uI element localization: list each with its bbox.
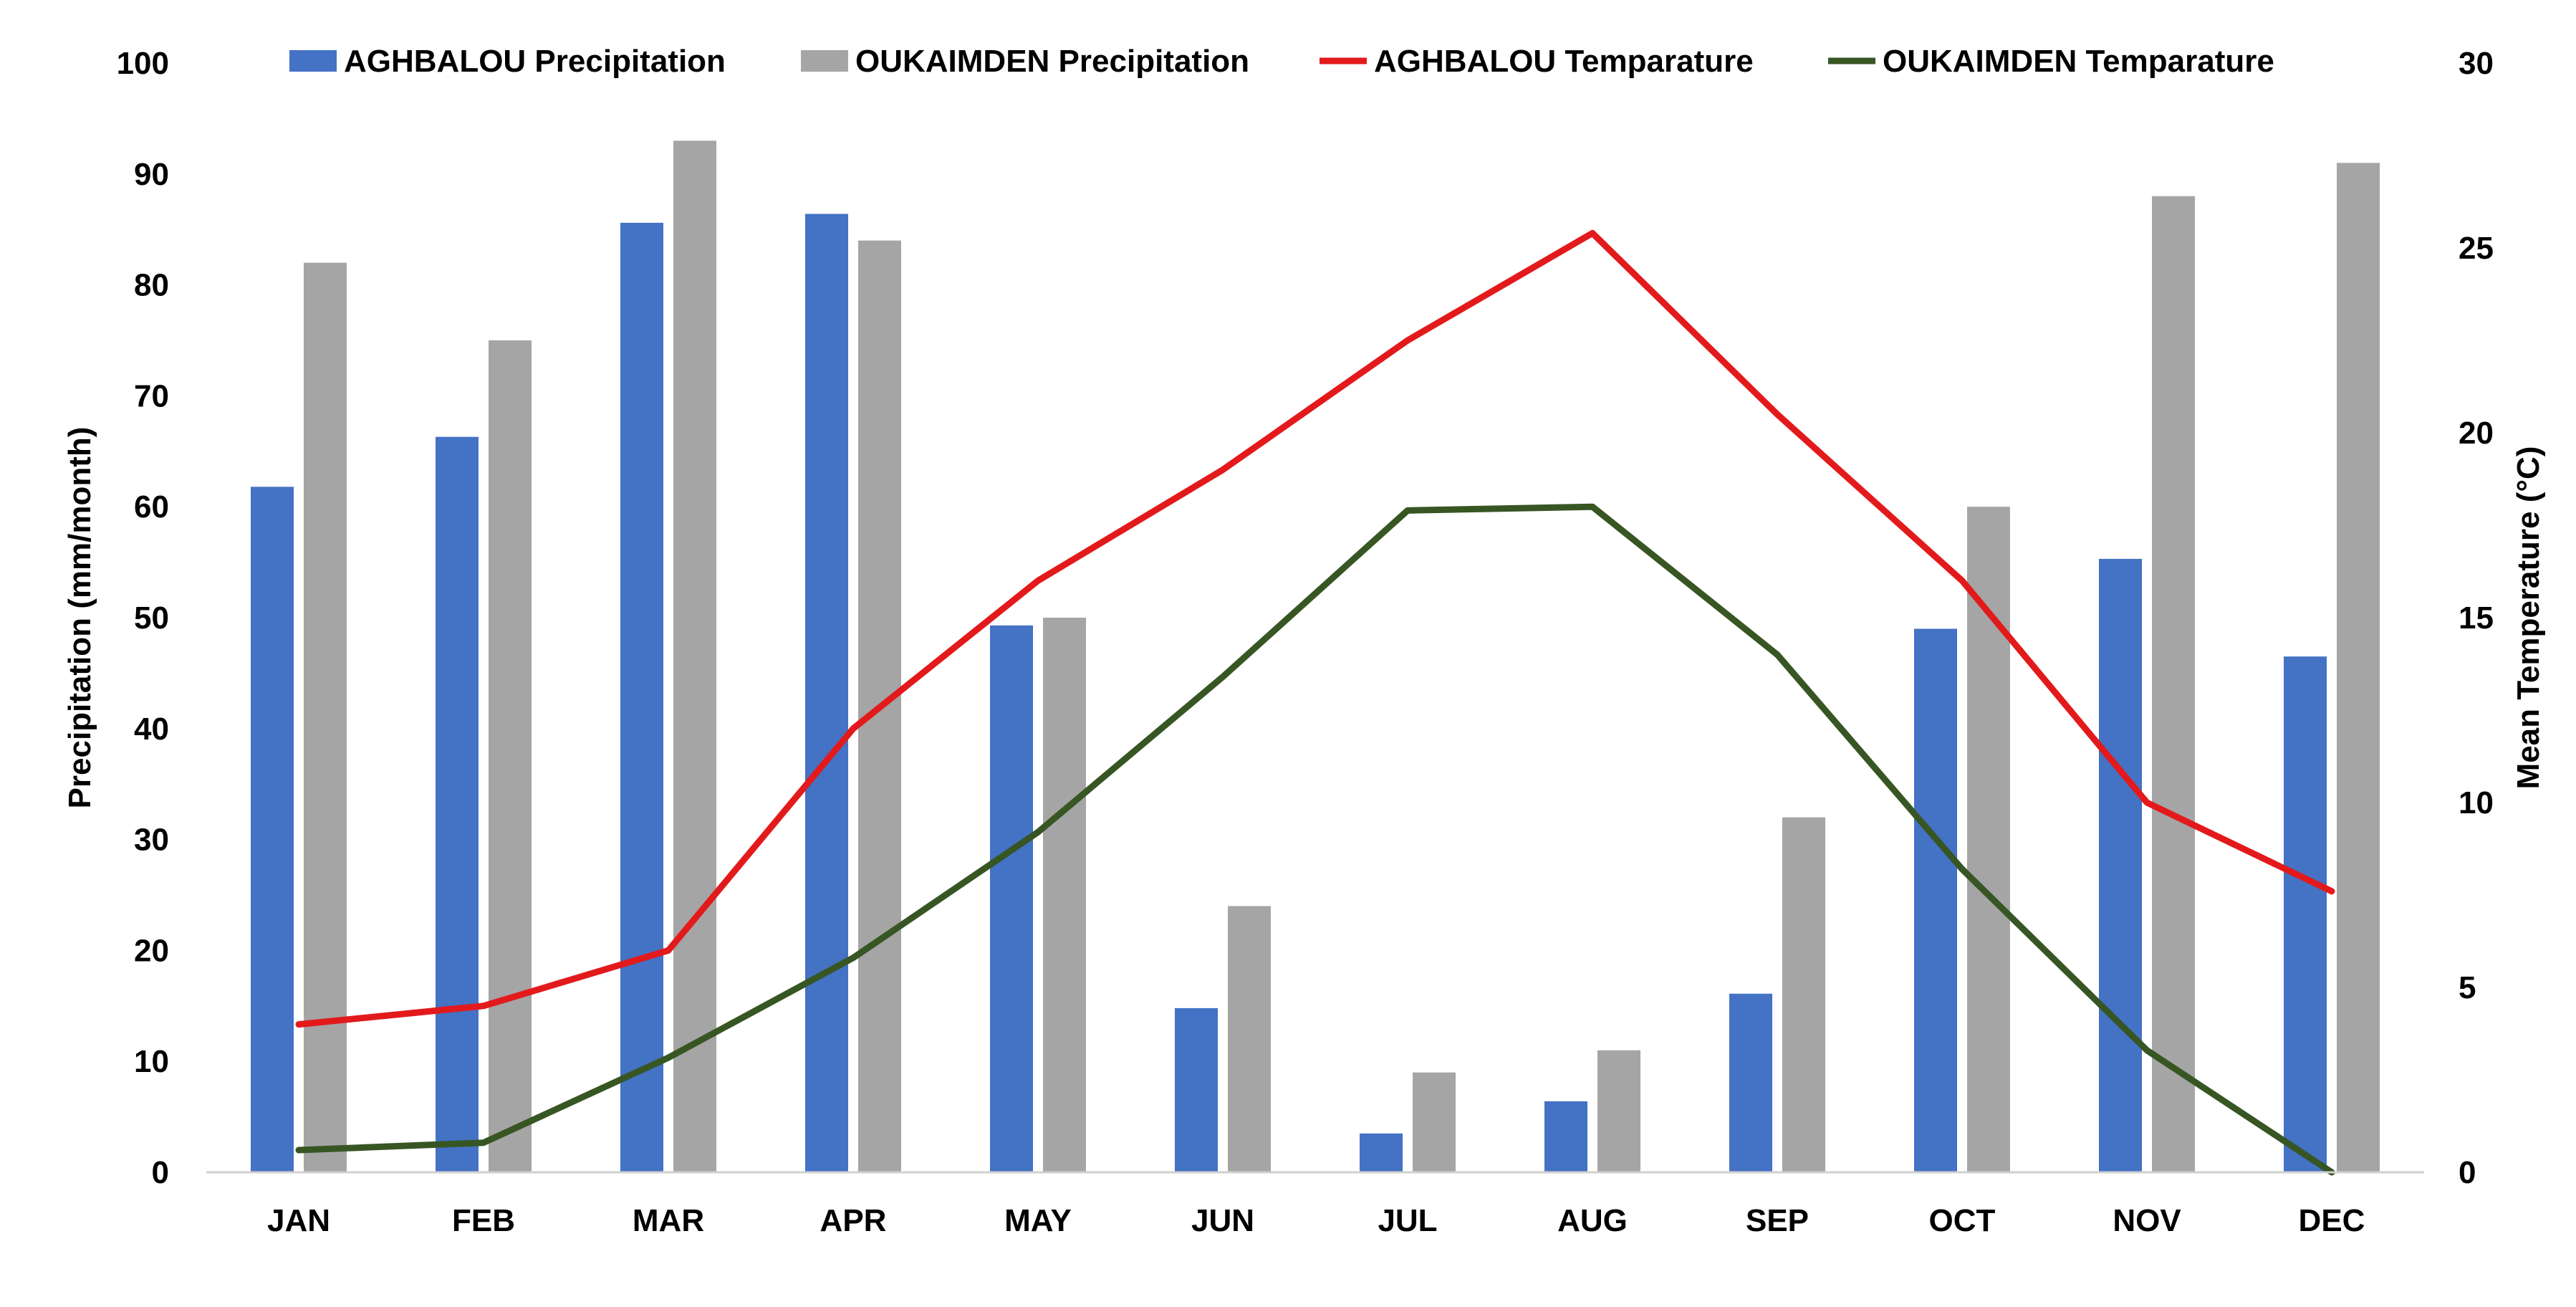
- y2-tick-label: 15: [2459, 600, 2494, 636]
- y-tick-label: 90: [134, 157, 169, 192]
- bar-aghbalou-precip: [2284, 656, 2327, 1172]
- line-aghbalou-temp: [295, 229, 2335, 1028]
- y-tick-label: 50: [134, 600, 169, 636]
- legend-label: AGHBALOU Temparature: [1374, 44, 1754, 79]
- x-tick-label: AUG: [1557, 1203, 1628, 1238]
- x-tick-label: NOV: [2113, 1203, 2181, 1238]
- legend-label: AGHBALOU Precipitation: [344, 44, 726, 79]
- bar-aghbalou-precip: [2099, 558, 2142, 1172]
- x-tick-label: MAY: [1004, 1203, 1072, 1238]
- bar-aghbalou-precip: [1360, 1133, 1403, 1172]
- bar-oukaimden-precip: [1782, 817, 1825, 1172]
- y-tick-label: 100: [117, 46, 169, 81]
- bar-aghbalou-precip: [436, 436, 479, 1172]
- x-tick-label: DEC: [2299, 1203, 2365, 1238]
- x-tick-label: OCT: [1929, 1203, 1996, 1238]
- y2-tick-label: 10: [2459, 785, 2494, 820]
- bar-aghbalou-precip: [1729, 993, 1772, 1172]
- bar-oukaimden-precip: [673, 140, 716, 1173]
- y2-tick-label: 0: [2459, 1155, 2476, 1190]
- y-tick-label: 60: [134, 489, 169, 525]
- x-tick-label: JUL: [1378, 1203, 1437, 1238]
- x-tick-label: JUN: [1191, 1203, 1254, 1238]
- bar-oukaimden-precip: [1413, 1072, 1456, 1172]
- legend-label: OUKAIMDEN Temparature: [1883, 44, 2274, 79]
- legend-swatch: [801, 50, 848, 72]
- bar-oukaimden-precip: [304, 262, 347, 1172]
- bar-oukaimden-precip: [1597, 1050, 1640, 1172]
- axes-group: Precipitation (mm/month) Mean Temperatur…: [62, 46, 2546, 1238]
- bar-oukaimden-precip: [489, 340, 532, 1172]
- bar-oukaimden-precip: [1228, 906, 1271, 1172]
- y-tick-label: 0: [152, 1155, 169, 1190]
- bar-aghbalou-precip: [620, 222, 663, 1172]
- y2-tick-label: 30: [2459, 46, 2494, 81]
- x-tick-label: JAN: [267, 1203, 330, 1238]
- y2-axis-title: Mean Temperature (°C): [2511, 446, 2546, 790]
- bar-aghbalou-precip: [1544, 1101, 1587, 1172]
- y-axis-title: Precipitation (mm/month): [62, 427, 97, 809]
- bar-aghbalou-precip: [1914, 628, 1957, 1172]
- y-tick-label: 80: [134, 268, 169, 303]
- y-tick-label: 10: [134, 1044, 169, 1079]
- line-oukaimden-temp: [295, 503, 2335, 1176]
- y-tick-label: 70: [134, 378, 169, 413]
- legend-swatch: [289, 50, 337, 72]
- bar-aghbalou-precip: [805, 214, 848, 1172]
- bar-oukaimden-precip: [1967, 507, 2010, 1172]
- x-tick-label: FEB: [452, 1203, 515, 1238]
- bar-oukaimden-precip: [2152, 196, 2195, 1172]
- y2-tick-label: 5: [2459, 970, 2476, 1005]
- bar-aghbalou-precip: [251, 487, 294, 1172]
- x-tick-label: SEP: [1746, 1203, 1809, 1238]
- y-tick-label: 30: [134, 823, 169, 858]
- y-tick-label: 40: [134, 712, 169, 747]
- y2-tick-label: 25: [2459, 231, 2494, 266]
- y2-tick-label: 20: [2459, 416, 2494, 451]
- bar-oukaimden-precip: [2337, 163, 2380, 1172]
- bar-series-group: [251, 140, 2380, 1173]
- x-tick-label: APR: [820, 1203, 887, 1238]
- legend: AGHBALOU Precipitation OUKAIMDEN Precipit…: [289, 44, 2274, 79]
- y-tick-label: 20: [134, 933, 169, 968]
- bar-aghbalou-precip: [1175, 1007, 1218, 1172]
- x-tick-label: MAR: [633, 1203, 704, 1238]
- line-series-group: [295, 229, 2335, 1176]
- legend-label: OUKAIMDEN Precipitation: [855, 44, 1249, 79]
- bar-oukaimden-precip: [1043, 618, 1086, 1172]
- bar-aghbalou-precip: [990, 625, 1033, 1172]
